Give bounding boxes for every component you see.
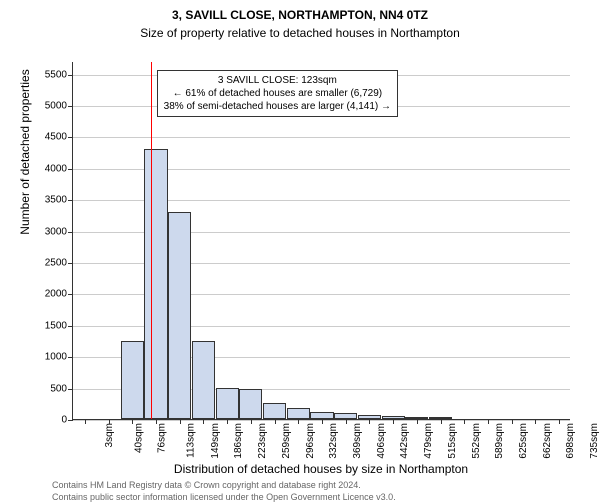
x-axis-label: Distribution of detached houses by size … xyxy=(72,462,570,476)
xtick-label: 369sqm xyxy=(352,423,363,459)
property-marker-line xyxy=(151,62,152,419)
histogram-bar xyxy=(429,417,452,419)
histogram-bar xyxy=(144,149,167,419)
ytick-label: 4500 xyxy=(45,132,67,143)
histogram-bar xyxy=(168,212,191,419)
xtick-label: 259sqm xyxy=(281,423,292,459)
xtick-label: 40sqm xyxy=(133,423,144,453)
xtick-mark xyxy=(85,419,86,424)
xtick-label: 625sqm xyxy=(518,423,529,459)
xtick-label: 223sqm xyxy=(257,423,268,459)
ytick-mark xyxy=(68,357,73,358)
xtick-mark xyxy=(393,419,394,424)
xtick-label: 479sqm xyxy=(423,423,434,459)
histogram-bar xyxy=(405,417,428,420)
xtick-label: 662sqm xyxy=(542,423,553,459)
histogram-bar xyxy=(310,412,333,419)
ytick-mark xyxy=(68,75,73,76)
xtick-mark xyxy=(275,419,276,424)
xtick-label: 406sqm xyxy=(376,423,387,459)
ytick-mark xyxy=(68,232,73,233)
ytick-label: 3500 xyxy=(45,195,67,206)
histogram-bar xyxy=(239,389,262,419)
xtick-label: 149sqm xyxy=(210,423,221,459)
xtick-mark xyxy=(512,419,513,424)
histogram-bar xyxy=(263,403,286,419)
histogram-bar xyxy=(287,408,310,419)
xtick-mark xyxy=(346,419,347,424)
xtick-mark xyxy=(156,419,157,424)
histogram-bar xyxy=(192,341,215,420)
xtick-mark xyxy=(322,419,323,424)
xtick-mark xyxy=(464,419,465,424)
footer-line-1: Contains HM Land Registry data © Crown c… xyxy=(52,480,361,490)
xtick-label: 76sqm xyxy=(157,423,168,453)
ytick-mark xyxy=(68,263,73,264)
ytick-mark xyxy=(68,326,73,327)
annotation-box: 3 SAVILL CLOSE: 123sqm← 61% of detached … xyxy=(157,70,398,117)
histogram-bar xyxy=(358,415,381,419)
chart-container: 3, SAVILL CLOSE, NORTHAMPTON, NN4 0TZ Si… xyxy=(0,0,600,500)
ytick-label: 500 xyxy=(50,383,67,394)
xtick-label: 332sqm xyxy=(328,423,339,459)
xtick-label: 3sqm xyxy=(104,423,115,447)
xtick-label: 698sqm xyxy=(566,423,577,459)
ytick-mark xyxy=(68,169,73,170)
annotation-line-2: ← 61% of detached houses are smaller (6,… xyxy=(164,87,391,100)
xtick-mark xyxy=(203,419,204,424)
xtick-mark xyxy=(109,419,110,424)
plot-area: 0500100015002000250030003500400045005000… xyxy=(72,62,570,420)
xtick-mark xyxy=(180,419,181,424)
annotation-line-3: 38% of semi-detached houses are larger (… xyxy=(164,100,391,113)
footer-line-2: Contains public sector information licen… xyxy=(52,492,396,502)
ytick-mark xyxy=(68,200,73,201)
ytick-label: 5000 xyxy=(45,100,67,111)
chart-title-sub: Size of property relative to detached ho… xyxy=(0,26,600,40)
ytick-label: 5500 xyxy=(45,69,67,80)
ytick-mark xyxy=(68,137,73,138)
xtick-mark xyxy=(535,419,536,424)
ytick-mark xyxy=(68,294,73,295)
xtick-mark xyxy=(132,419,133,424)
gridline-h xyxy=(73,137,570,138)
ytick-label: 3000 xyxy=(45,226,67,237)
histogram-bar xyxy=(334,413,357,419)
annotation-line-1: 3 SAVILL CLOSE: 123sqm xyxy=(164,74,391,87)
xtick-mark xyxy=(559,419,560,424)
xtick-mark xyxy=(369,419,370,424)
xtick-mark xyxy=(488,419,489,424)
xtick-mark xyxy=(298,419,299,424)
ytick-label: 1000 xyxy=(45,352,67,363)
xtick-label: 589sqm xyxy=(494,423,505,459)
ytick-label: 4000 xyxy=(45,163,67,174)
histogram-bar xyxy=(121,341,144,420)
ytick-mark xyxy=(68,106,73,107)
xtick-mark xyxy=(251,419,252,424)
chart-title-super: 3, SAVILL CLOSE, NORTHAMPTON, NN4 0TZ xyxy=(0,8,600,22)
histogram-bar xyxy=(382,416,405,419)
xtick-mark xyxy=(441,419,442,424)
xtick-label: 735sqm xyxy=(589,423,600,459)
xtick-label: 442sqm xyxy=(400,423,411,459)
xtick-mark xyxy=(417,419,418,424)
ytick-mark xyxy=(68,389,73,390)
xtick-label: 113sqm xyxy=(185,423,196,458)
xtick-label: 515sqm xyxy=(447,423,458,459)
histogram-bar xyxy=(216,388,239,419)
ytick-label: 2000 xyxy=(45,289,67,300)
ytick-label: 0 xyxy=(61,415,67,426)
ytick-label: 1500 xyxy=(45,320,67,331)
ytick-mark xyxy=(68,420,73,421)
xtick-label: 186sqm xyxy=(234,423,245,459)
ytick-label: 2500 xyxy=(45,257,67,268)
xtick-mark xyxy=(227,419,228,424)
xtick-label: 552sqm xyxy=(471,423,482,459)
y-axis-label: Number of detached properties xyxy=(18,0,32,331)
xtick-label: 296sqm xyxy=(305,423,316,459)
